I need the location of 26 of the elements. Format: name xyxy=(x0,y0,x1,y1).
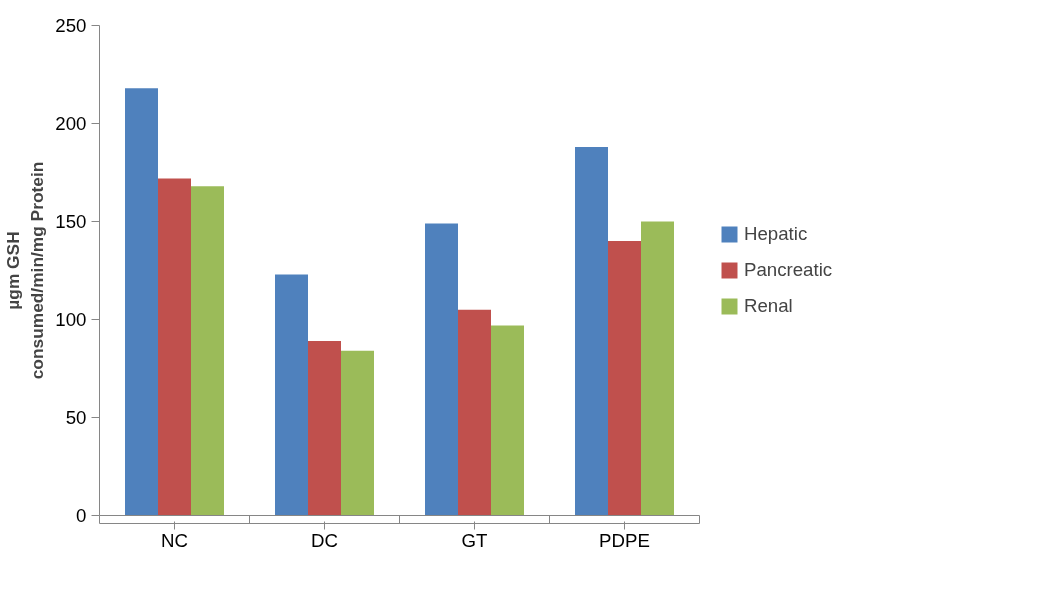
bar xyxy=(158,178,191,516)
bar xyxy=(425,223,458,516)
y-axis-title: µgm GSH consumed/min/mg Protein xyxy=(3,161,48,380)
bar xyxy=(458,309,491,516)
x-tick-label: GT xyxy=(461,529,488,551)
bar xyxy=(608,241,641,516)
legend-label: Renal xyxy=(744,295,793,317)
x-tick-label: DC xyxy=(311,529,338,551)
bar xyxy=(575,147,608,516)
y-tick-label: 150 xyxy=(55,211,87,232)
y-tick-label: 200 xyxy=(55,113,87,134)
bar xyxy=(491,325,524,516)
bar xyxy=(125,88,158,516)
x-tick-label: PDPE xyxy=(599,529,650,551)
bar xyxy=(308,341,341,516)
y-tick-label: 0 xyxy=(76,505,87,526)
y-tick-label: 100 xyxy=(55,309,87,330)
x-tick-label: NC xyxy=(161,529,188,551)
bar xyxy=(191,186,224,516)
bar xyxy=(341,350,374,516)
legend-label: Pancreatic xyxy=(744,259,833,281)
y-tick-label: 50 xyxy=(65,407,87,428)
y-tick-label: 250 xyxy=(55,15,87,36)
bar xyxy=(275,274,308,516)
legend-label: Hepatic xyxy=(744,223,808,245)
bar xyxy=(641,221,674,516)
